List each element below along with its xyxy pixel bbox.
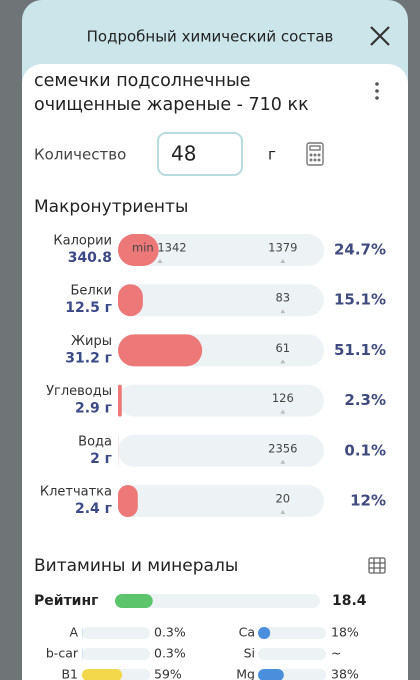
mineral-name: A	[69, 625, 78, 640]
progress-fill	[118, 485, 138, 517]
close-button[interactable]	[370, 26, 390, 46]
target-marker	[280, 259, 286, 263]
min-marker	[157, 259, 163, 263]
nutrient-amount: 340.8	[68, 250, 112, 266]
nutrient-name: Углеводы	[46, 384, 112, 399]
nutrient-amount: 2.4 г	[75, 501, 112, 517]
product-name: семечки подсолнечные	[34, 71, 251, 91]
target-marker	[280, 459, 286, 464]
progress-track	[118, 234, 324, 266]
nutrient-name: Вода	[78, 434, 112, 449]
quantity-value: 48	[171, 142, 196, 166]
mineral-track	[258, 648, 326, 660]
section-title: Макронутриенты	[34, 197, 188, 217]
target-value: 2356	[268, 441, 297, 455]
mineral-percent: 38%	[331, 667, 359, 680]
rating-track	[115, 594, 320, 608]
modal-body	[22, 64, 408, 680]
mineral-name: b-car	[46, 646, 79, 661]
table-view-button[interactable]	[368, 557, 386, 574]
mineral-fill	[258, 627, 271, 639]
nutrient-percent: 51.1%	[334, 341, 386, 359]
rating-value: 18.4	[332, 593, 367, 609]
calculator-button[interactable]	[306, 142, 324, 166]
rating-label: Рейтинг	[34, 593, 98, 609]
nutrient-name: Жиры	[71, 334, 112, 349]
mineral-name: B1	[61, 667, 78, 680]
mineral-name: Si	[244, 646, 255, 661]
nutrient-name: Клетчатка	[40, 485, 112, 500]
nutrient-percent: 12%	[350, 492, 386, 510]
target-value: 126	[272, 391, 294, 405]
progress-track	[118, 485, 324, 517]
nutrient-name: Белки	[70, 284, 112, 299]
mineral-track	[82, 627, 150, 639]
nutrient-amount: 12.5 г	[65, 300, 112, 316]
progress-fill	[118, 334, 203, 367]
more-menu[interactable]	[375, 82, 379, 100]
target-marker	[280, 510, 286, 514]
nutrient-amount: 2.9 г	[75, 401, 112, 417]
nutrient-percent: 2.3%	[344, 391, 386, 409]
min-value: min 1342	[132, 241, 187, 255]
mineral-track	[258, 627, 326, 639]
nutrient-amount: 2 г	[90, 451, 112, 467]
quantity-label: Количество	[34, 146, 126, 164]
mineral-name: Ca	[239, 625, 255, 640]
progress-fill	[118, 234, 159, 266]
product-name: очищенные жареные - 710 кк	[34, 95, 309, 115]
target-value: 83	[275, 291, 290, 305]
progress-fill	[118, 384, 122, 417]
target-value: 61	[275, 341, 290, 355]
mineral-track	[82, 648, 150, 660]
progress-fill	[118, 284, 143, 317]
mineral-fill	[258, 669, 284, 680]
progress-track	[118, 384, 324, 417]
modal-title: Подробный химический состав	[87, 28, 334, 46]
rating-fill	[115, 594, 153, 608]
mineral-percent: 0.3%	[154, 625, 186, 640]
nutrient-percent: 24.7%	[334, 241, 386, 259]
target-marker	[280, 409, 286, 414]
target-marker	[280, 309, 286, 314]
mineral-percent: 18%	[331, 625, 359, 640]
mineral-percent: ~	[331, 646, 341, 661]
mineral-percent: 59%	[154, 667, 182, 680]
progress-track	[118, 284, 324, 317]
target-value: 20	[275, 492, 290, 506]
nutrient-percent: 15.1%	[334, 291, 386, 309]
nutrient-amount: 31.2 г	[65, 350, 112, 366]
target-marker	[280, 359, 286, 364]
quantity-input[interactable]	[157, 132, 243, 176]
mineral-percent: 0.3%	[154, 646, 186, 661]
target-value: 1379	[268, 241, 297, 255]
quantity-unit: г	[268, 146, 276, 164]
nutrient-percent: 0.1%	[344, 441, 386, 459]
mineral-fill	[82, 669, 123, 680]
progress-track	[118, 434, 324, 467]
section-title: Витамины и минералы	[34, 556, 238, 576]
mineral-name: Mg	[236, 667, 255, 680]
nutrient-name: Калории	[53, 234, 112, 249]
